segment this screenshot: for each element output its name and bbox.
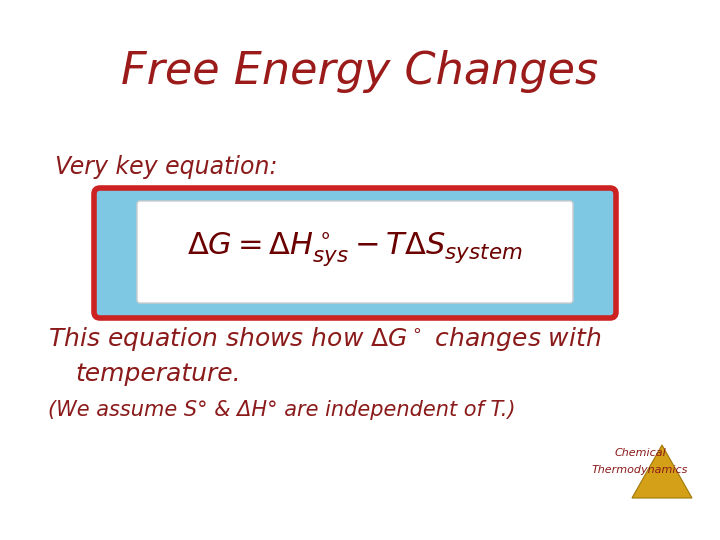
FancyBboxPatch shape: [94, 188, 616, 318]
FancyBboxPatch shape: [137, 201, 573, 303]
Text: Free Energy Changes: Free Energy Changes: [122, 50, 598, 93]
Text: Chemical: Chemical: [614, 448, 666, 458]
Text: Thermodynamics: Thermodynamics: [592, 465, 688, 475]
Text: $\Delta G = \Delta H^\circ_{sys} - T\Delta S_{system}$: $\Delta G = \Delta H^\circ_{sys} - T\Del…: [187, 231, 523, 269]
Text: (We assume S° & ΔH° are independent of T.): (We assume S° & ΔH° are independent of T…: [48, 400, 516, 420]
Text: Very key equation:: Very key equation:: [55, 155, 277, 179]
Polygon shape: [632, 445, 692, 498]
Text: This equation shows how $\Delta G^\circ$ changes with: This equation shows how $\Delta G^\circ$…: [48, 325, 601, 353]
Text: temperature.: temperature.: [75, 362, 240, 386]
